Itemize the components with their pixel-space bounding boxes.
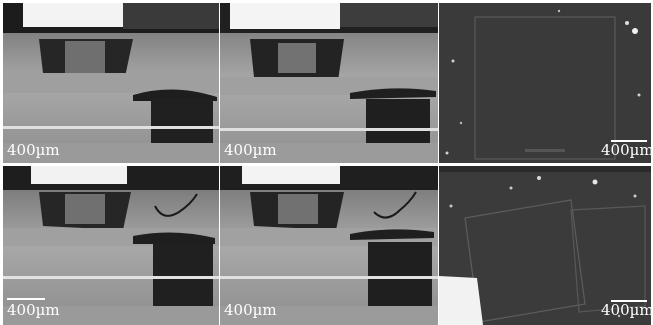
panel-bottom-middle: 400µm (220, 166, 438, 325)
top-view-image (439, 166, 651, 325)
panel-top-left: 400µm (3, 3, 219, 163)
scale-bar (611, 300, 647, 302)
side-view-image (3, 3, 219, 163)
scale-label: 400µm (601, 141, 651, 159)
scale-label: 400µm (601, 301, 651, 319)
panel-top-right: 400µm (439, 3, 651, 163)
side-view-image (220, 166, 438, 325)
scale-label: 400µm (7, 301, 60, 319)
scale-bar (611, 140, 647, 142)
panel-top-middle: 400µm (220, 3, 438, 163)
scale-bar (7, 298, 45, 300)
panel-bottom-left: 400µm (3, 166, 219, 325)
side-view-image (220, 3, 438, 163)
top-view-image (439, 3, 651, 163)
scale-label: 400µm (224, 301, 277, 319)
scale-label: 400µm (7, 141, 60, 159)
panel-bottom-right: 400µm (439, 166, 651, 325)
scale-label: 400µm (224, 141, 277, 159)
